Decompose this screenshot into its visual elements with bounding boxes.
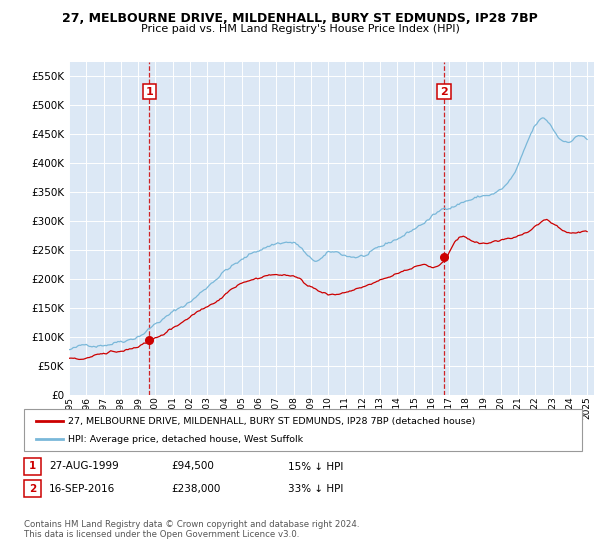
Text: 2: 2: [440, 87, 448, 96]
Text: 27, MELBOURNE DRIVE, MILDENHALL, BURY ST EDMUNDS, IP28 7BP (detached house): 27, MELBOURNE DRIVE, MILDENHALL, BURY ST…: [68, 417, 475, 426]
Text: 27, MELBOURNE DRIVE, MILDENHALL, BURY ST EDMUNDS, IP28 7BP: 27, MELBOURNE DRIVE, MILDENHALL, BURY ST…: [62, 12, 538, 25]
Text: HPI: Average price, detached house, West Suffolk: HPI: Average price, detached house, West…: [68, 435, 303, 444]
Text: £238,000: £238,000: [171, 484, 220, 494]
Text: Price paid vs. HM Land Registry's House Price Index (HPI): Price paid vs. HM Land Registry's House …: [140, 24, 460, 34]
Text: 33% ↓ HPI: 33% ↓ HPI: [288, 484, 343, 494]
Text: 2: 2: [29, 484, 36, 494]
Text: Contains HM Land Registry data © Crown copyright and database right 2024.
This d: Contains HM Land Registry data © Crown c…: [24, 520, 359, 539]
Text: 15% ↓ HPI: 15% ↓ HPI: [288, 461, 343, 472]
Text: 1: 1: [29, 461, 36, 472]
Text: 1: 1: [145, 87, 153, 96]
Text: 16-SEP-2016: 16-SEP-2016: [49, 484, 115, 494]
Text: 27-AUG-1999: 27-AUG-1999: [49, 461, 119, 472]
Text: £94,500: £94,500: [171, 461, 214, 472]
